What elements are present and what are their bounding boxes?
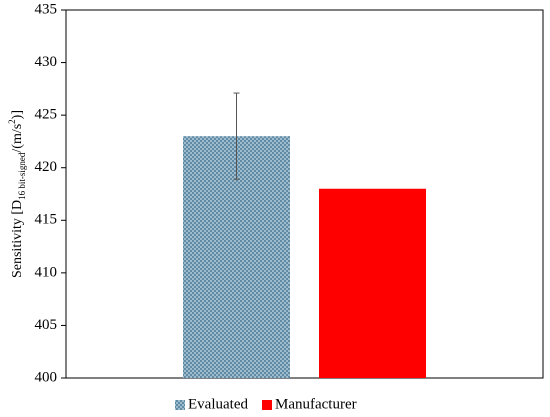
error-bar [233,92,240,180]
y-axis-label: Sensitivity [D16 bit-signed/(m/s2)] [7,110,27,278]
legend-label: Manufacturer [275,396,357,412]
plot-frame [65,9,544,379]
y-tick-label: 425 [35,107,58,123]
legend-swatch [261,400,272,410]
y-label-part: 2 [7,119,17,124]
y-tick-label: 400 [35,369,58,385]
legend-swatch [175,400,185,410]
y-label-part: )] [10,110,25,119]
y-tick-label: 430 [35,54,58,70]
y-label-part: 16 bit-signed [17,152,27,200]
y-tick-label: 420 [35,159,58,175]
bar [319,188,426,378]
y-label-part: Sensitivity [D [10,200,25,278]
y-tick-label: 410 [35,264,58,280]
y-label-part: /(m/s [10,124,25,153]
y-tick-label: 405 [35,317,58,333]
y-tick-label: 415 [35,212,58,228]
legend-label: Evaluated [188,396,248,412]
y-tick-label: 435 [35,1,58,17]
